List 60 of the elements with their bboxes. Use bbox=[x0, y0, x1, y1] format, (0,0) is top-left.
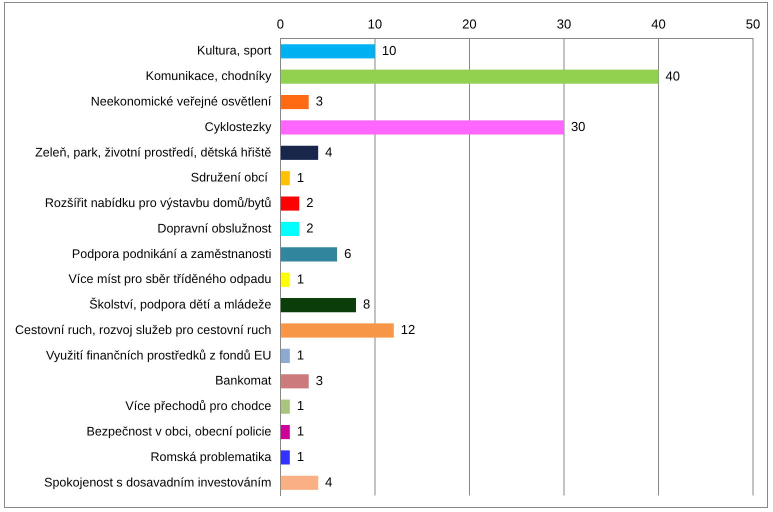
data-label: 1 bbox=[296, 449, 304, 464]
y-tick-label: Využití finančních prostředků z fondů EU bbox=[46, 348, 272, 362]
bar bbox=[280, 120, 564, 135]
y-tick-label: Více přechodů pro chodce bbox=[125, 399, 272, 414]
data-label: 8 bbox=[362, 296, 370, 312]
data-label: 40 bbox=[665, 68, 680, 84]
y-tick-label: Rozšířit nabídku pro výstavbu domů/bytů bbox=[44, 196, 272, 210]
bar bbox=[280, 272, 290, 287]
bar bbox=[280, 70, 658, 84]
y-tick-label: Sdružení obcí bbox=[190, 170, 272, 185]
bar bbox=[280, 323, 394, 338]
bar bbox=[280, 400, 290, 414]
y-tick-label: Cyklostezky bbox=[204, 120, 272, 134]
x-tick-label: 40 bbox=[651, 16, 666, 32]
data-label: 1 bbox=[296, 271, 304, 286]
y-tick-label: Neekonomické veřejné osvětlení bbox=[90, 94, 272, 109]
x-tick-label: 0 bbox=[276, 16, 284, 32]
data-label: 3 bbox=[316, 94, 323, 109]
data-label: 1 bbox=[296, 398, 304, 414]
bar bbox=[280, 374, 309, 388]
bar bbox=[280, 424, 290, 440]
y-tick-label: Bankomat bbox=[215, 374, 272, 388]
y-tick-label: Cestovní ruch, rozvoj služeb pro cestovní ruch bbox=[14, 322, 272, 337]
x-tick-label: 50 bbox=[746, 16, 760, 32]
bar bbox=[280, 222, 300, 236]
bar bbox=[280, 247, 338, 262]
data-label: 1 bbox=[296, 347, 304, 362]
data-label: 10 bbox=[382, 42, 396, 58]
y-tick-label: Kultura, sport bbox=[197, 44, 272, 58]
data-label: 12 bbox=[400, 322, 416, 338]
bar bbox=[280, 450, 290, 465]
data-label: 2 bbox=[306, 195, 314, 210]
x-tick-label: 30 bbox=[556, 16, 572, 32]
y-tick-label: Spokojenost s dosavadním investováním bbox=[44, 475, 272, 490]
data-label: 4 bbox=[325, 474, 332, 490]
data-label: 30 bbox=[570, 119, 586, 134]
bar bbox=[280, 171, 290, 186]
data-label: 1 bbox=[296, 424, 304, 439]
bar bbox=[280, 196, 300, 211]
y-tick-label: Dopravní obslužnost bbox=[157, 221, 272, 236]
bar bbox=[280, 146, 318, 160]
bar bbox=[280, 44, 375, 58]
y-tick-label: Zeleň, park, životní prostředí, dětská hřiště bbox=[35, 145, 272, 160]
data-label: 1 bbox=[296, 170, 304, 185]
data-label: 6 bbox=[344, 246, 352, 261]
y-tick-label: Bezpečnost v obci, obecní policie bbox=[86, 424, 272, 438]
data-label: 4 bbox=[325, 144, 332, 160]
data-label: 2 bbox=[306, 220, 314, 236]
y-tick-label: Více míst pro sběr tříděného odpadu bbox=[68, 272, 272, 286]
bar bbox=[280, 298, 356, 312]
y-tick-label: Komunikace, chodníky bbox=[146, 69, 272, 84]
bar bbox=[280, 348, 290, 363]
data-label: 3 bbox=[316, 372, 323, 388]
y-tick-label: Školství, podpora dětí a mládeže bbox=[89, 298, 272, 312]
y-tick-label: Romská problematika bbox=[150, 450, 272, 464]
bar bbox=[280, 476, 318, 490]
x-tick-label: 10 bbox=[368, 16, 382, 32]
y-tick-label: Podpora podnikání a zaměstnanosti bbox=[72, 246, 272, 261]
x-tick-label: 20 bbox=[462, 16, 477, 32]
bar bbox=[280, 94, 309, 110]
